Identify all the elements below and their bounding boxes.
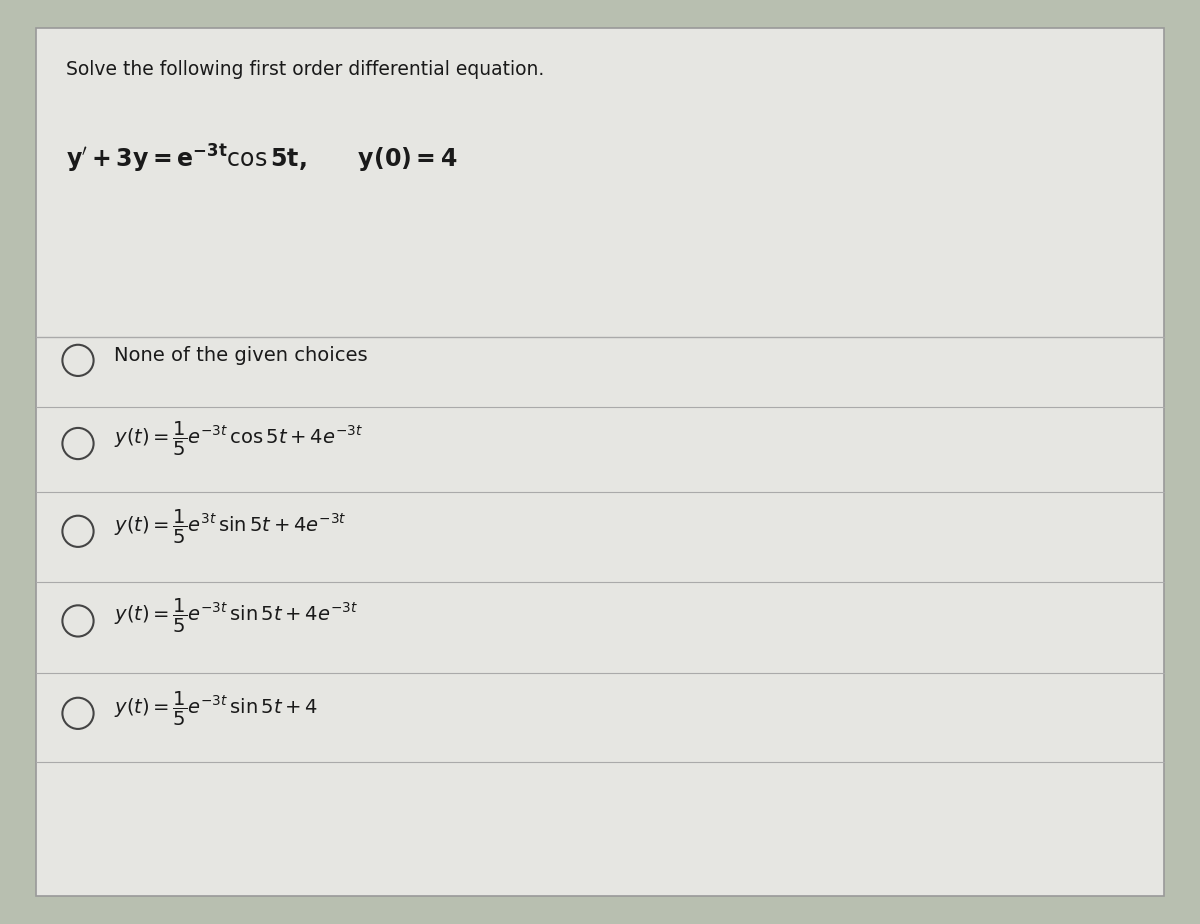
Text: $\mathbf{y' + 3y = e^{-3t}\cos 5t, \qquad y(0) = 4}$: $\mathbf{y' + 3y = e^{-3t}\cos 5t, \qqua…	[66, 143, 457, 176]
Text: $y(t) = \dfrac{1}{5}e^{-3t}\,\sin 5t + 4e^{-3t}$: $y(t) = \dfrac{1}{5}e^{-3t}\,\sin 5t + 4…	[114, 597, 358, 636]
Text: $y(t) = \dfrac{1}{5}e^{-3t}\,\sin 5t + 4$: $y(t) = \dfrac{1}{5}e^{-3t}\,\sin 5t + 4…	[114, 689, 318, 728]
Text: Solve the following first order differential equation.: Solve the following first order differen…	[66, 60, 545, 79]
Text: $y(t) = \dfrac{1}{5}e^{-3t}\,\cos 5t + 4e^{-3t}$: $y(t) = \dfrac{1}{5}e^{-3t}\,\cos 5t + 4…	[114, 419, 362, 458]
FancyBboxPatch shape	[36, 28, 1164, 896]
Text: $y(t) = \dfrac{1}{5}e^{3t}\,\sin 5t + 4e^{-3t}$: $y(t) = \dfrac{1}{5}e^{3t}\,\sin 5t + 4e…	[114, 507, 347, 546]
Text: None of the given choices: None of the given choices	[114, 346, 367, 365]
